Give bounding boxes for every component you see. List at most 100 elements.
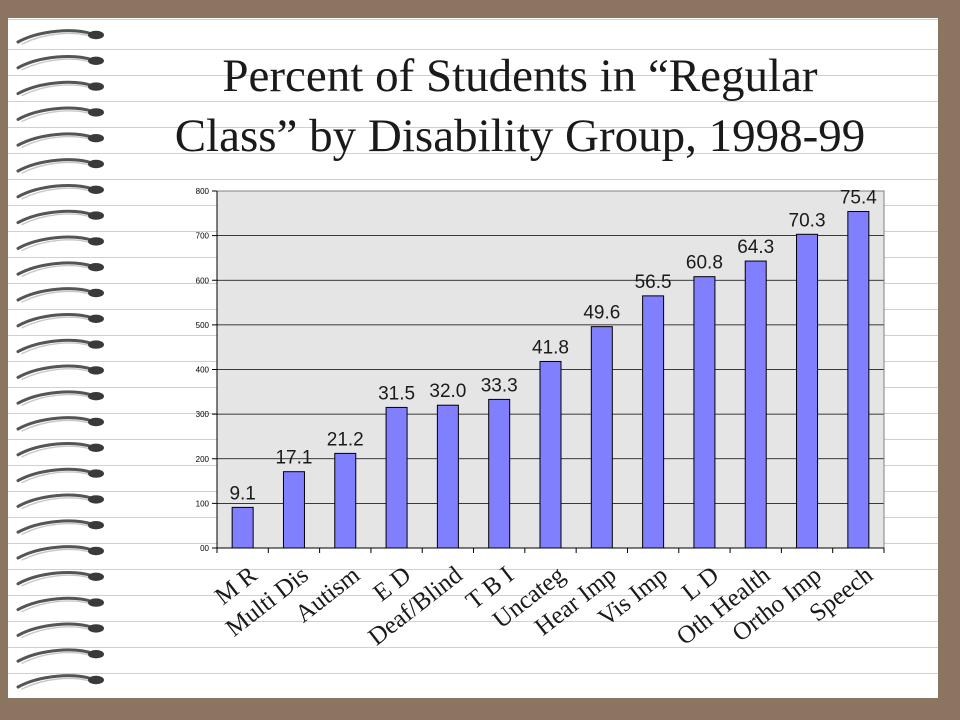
data-label: 33.3 <box>481 375 518 396</box>
binding-hole <box>88 495 104 504</box>
binding-ring-highlight <box>21 161 91 174</box>
binding-ring-highlight <box>21 419 91 432</box>
binding-ring-highlight <box>21 651 91 664</box>
binding-ring-highlight <box>21 316 91 329</box>
binding-hole <box>88 366 104 375</box>
bar <box>385 406 408 549</box>
x-tick-label: Deaf/Blind <box>363 561 468 651</box>
binding-ring-highlight <box>21 548 91 561</box>
data-label: 21.2 <box>327 429 364 450</box>
binding-ring <box>16 55 94 70</box>
data-label: 75.4 <box>840 188 877 209</box>
binding-hole <box>88 340 104 349</box>
binding-ring-highlight <box>21 600 91 613</box>
binding-ring-highlight <box>21 58 91 71</box>
binding-ring <box>16 29 94 44</box>
binding-hole <box>88 392 104 401</box>
binding-ring-highlight <box>21 239 91 252</box>
binding-hole <box>88 288 104 298</box>
binding-hole <box>88 546 104 556</box>
binding-ring <box>16 364 94 379</box>
binding-ring-highlight <box>21 32 91 45</box>
data-label: 49.6 <box>583 303 620 324</box>
y-tick-label: 400 <box>196 366 210 375</box>
binding-hole <box>88 469 104 478</box>
title-line-1: Percent of Students in “Regular <box>222 50 818 102</box>
binding-ring-highlight <box>21 290 91 303</box>
binding-ring <box>16 106 94 121</box>
bar <box>590 326 613 549</box>
binding-ring-highlight <box>21 135 91 148</box>
binding-ring <box>16 596 94 612</box>
binding-ring-highlight <box>21 497 91 510</box>
binding-hole <box>88 650 104 659</box>
bar <box>847 211 870 549</box>
bar <box>282 471 305 549</box>
binding-hole <box>88 263 104 272</box>
binding-ring <box>16 184 94 199</box>
binding-ring-highlight <box>21 574 91 587</box>
binding-ring <box>16 493 94 508</box>
binding-ring <box>16 442 94 457</box>
binding-ring <box>16 648 94 663</box>
binding-ring-highlight <box>21 187 91 200</box>
binding-ring <box>16 158 94 173</box>
y-tick-label: 500 <box>196 321 210 330</box>
binding-ring-highlight <box>21 368 91 381</box>
data-label: 31.5 <box>378 383 415 404</box>
bar <box>231 506 254 549</box>
binding-hole <box>88 185 104 194</box>
binding-ring <box>16 467 94 483</box>
y-tick-label: 200 <box>196 455 210 464</box>
binding-ring <box>16 338 94 354</box>
binding-hole <box>88 56 104 65</box>
bar <box>796 233 819 549</box>
bar <box>436 404 459 549</box>
y-tick-label: 100 <box>196 499 210 508</box>
binding-ring <box>16 80 94 96</box>
data-label: 60.8 <box>686 253 723 274</box>
binding-ring-highlight <box>21 84 91 97</box>
binding-hole <box>88 624 104 633</box>
binding-ring-highlight <box>21 522 91 535</box>
binding-ring <box>16 571 94 586</box>
chart-title: Percent of Students in “Regular Class” b… <box>110 46 930 166</box>
binding-ring <box>16 674 94 689</box>
binding-ring-highlight <box>21 445 91 458</box>
bar <box>488 398 511 549</box>
binding-ring <box>16 209 94 225</box>
binding-ring <box>16 519 94 534</box>
y-tick-label: 800 <box>196 187 210 196</box>
binding-hole <box>88 572 104 581</box>
y-tick-label: 300 <box>196 410 210 419</box>
binding-ring <box>16 287 94 302</box>
bar <box>334 452 357 549</box>
binding-ring <box>16 622 94 637</box>
binding-ring-highlight <box>21 110 91 123</box>
data-label: 70.3 <box>789 210 826 231</box>
binding-hole <box>88 314 104 323</box>
binding-ring <box>16 132 94 147</box>
title-line-2: Class” by Disability Group, 1998-99 <box>174 110 866 162</box>
data-label: 17.1 <box>275 448 312 469</box>
binding-hole <box>88 521 104 530</box>
binding-hole <box>88 417 104 427</box>
binding-ring <box>16 390 94 405</box>
binding-hole <box>88 82 104 91</box>
binding-ring <box>16 545 94 560</box>
binding-ring-highlight <box>21 264 91 277</box>
binding-ring <box>16 416 94 431</box>
binding-hole <box>88 30 104 40</box>
binding-ring-highlight <box>21 677 91 690</box>
binding-hole <box>88 598 104 607</box>
binding-hole <box>88 443 104 452</box>
bar <box>642 295 665 549</box>
bar <box>744 260 767 549</box>
data-label: 32.0 <box>429 381 466 402</box>
binding-hole <box>88 134 104 143</box>
binding-hole <box>88 211 104 220</box>
binding-hole <box>88 108 104 117</box>
binding-ring-highlight <box>21 213 91 226</box>
binding-ring <box>16 235 94 250</box>
